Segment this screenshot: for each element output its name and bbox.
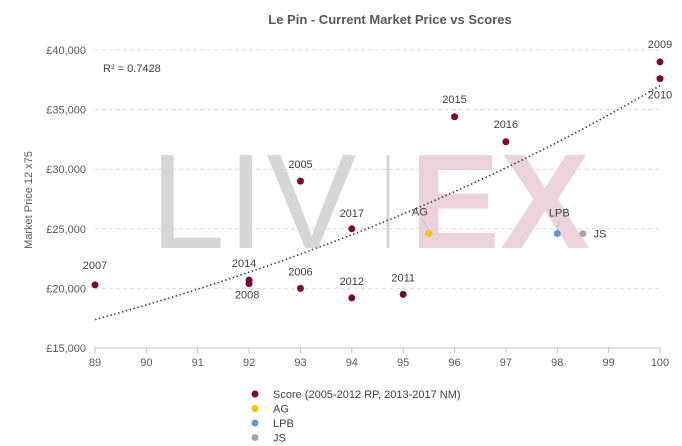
y-tick-label: £20,000 [46, 283, 86, 295]
data-label: 2016 [494, 119, 518, 131]
x-tick-label: 91 [192, 357, 204, 369]
x-tick-label: 100 [651, 357, 669, 369]
legend-marker [251, 390, 259, 398]
y-tick-label: £40,000 [46, 45, 86, 57]
data-point [296, 284, 304, 292]
data-point [348, 225, 356, 233]
legend-marker [251, 405, 259, 412]
data-label: 2014 [232, 258, 256, 270]
data-points [91, 58, 664, 302]
data-labels: 2007 2014 2008 2005 2006 2017 2012 2011 2015 2016… [83, 39, 672, 302]
r-squared-label: R² = 0.7428 [103, 63, 161, 75]
data-label: LPB [549, 208, 570, 220]
data-point [296, 177, 304, 185]
data-label: 2011 [391, 272, 415, 284]
data-label: 2006 [288, 266, 312, 278]
data-point [553, 230, 561, 238]
chart-title: Le Pin - Current Market Price vs Scores [268, 12, 511, 27]
data-label: 2012 [340, 276, 364, 288]
x-tick-label: 98 [551, 357, 563, 369]
data-point [502, 138, 510, 146]
watermark: LIV EX [150, 126, 590, 277]
data-point [451, 113, 459, 121]
data-label: 2009 [648, 39, 672, 51]
data-label: 2017 [340, 208, 364, 220]
x-tick-label: 89 [89, 357, 101, 369]
y-axis: £15,000 £20,000 £25,000 £30,000 £35,000 £40,0… [46, 45, 86, 355]
callout-lines [421, 218, 560, 231]
legend-entry: AG [273, 404, 289, 416]
callout-line [421, 218, 430, 231]
y-tick-label: £15,000 [46, 343, 86, 355]
data-point [399, 290, 407, 298]
data-point [656, 75, 664, 83]
x-tick-label: 94 [346, 357, 358, 369]
data-point [91, 281, 99, 289]
data-label: 2010 [648, 90, 672, 102]
x-tick-label: 90 [140, 357, 152, 369]
watermark-right: EX [410, 126, 590, 277]
y-tick-label: £30,000 [46, 164, 86, 176]
y-tick-label: £35,000 [46, 105, 86, 117]
callout-line [556, 219, 560, 231]
y-tick-label: £25,000 [46, 224, 86, 236]
data-point [579, 230, 587, 238]
x-tick-label: 93 [294, 357, 306, 369]
x-tick-label: 95 [397, 357, 409, 369]
data-label: 2015 [442, 94, 466, 106]
data-label: AG [412, 207, 428, 219]
data-label: 2008 [235, 290, 259, 302]
legend-marker [251, 419, 259, 427]
legend-entry: LPB [273, 418, 294, 430]
legend-entry: Score (2005-2012 RP, 2013-2017 NM) [273, 389, 461, 401]
x-tick-label: 97 [500, 357, 512, 369]
x-tick-label: 92 [243, 357, 255, 369]
data-label: JS [594, 229, 607, 241]
y-axis-label: Market Price 12 x75 [23, 151, 35, 249]
legend: Score (2005-2012 RP, 2013-2017 NM) AG LPB J… [251, 389, 461, 445]
legend-marker [251, 434, 259, 441]
x-tick-label: 99 [603, 357, 615, 369]
legend-entry: JS [273, 433, 286, 445]
data-label: 2005 [288, 159, 312, 171]
data-point [425, 230, 433, 238]
x-tick-label: 96 [448, 357, 460, 369]
data-label: 2007 [83, 260, 107, 272]
watermark-left: LIV [150, 126, 359, 277]
data-point [656, 58, 664, 66]
gridlines [95, 49, 660, 289]
data-point [348, 294, 356, 302]
x-axis: 89 90 91 92 93 94 95 96 97 98 99 100 [89, 347, 669, 369]
data-point [245, 280, 253, 288]
